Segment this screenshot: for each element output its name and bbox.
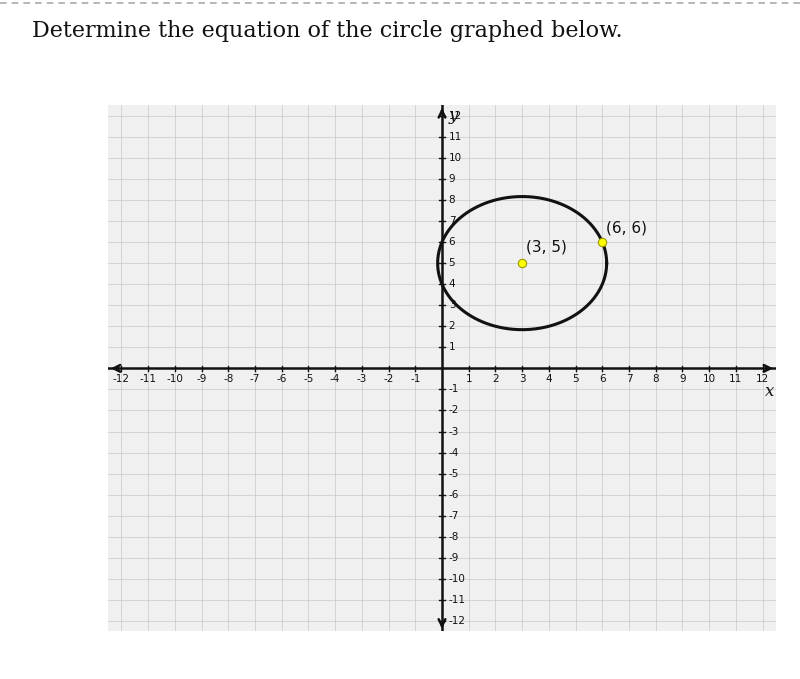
Text: 4: 4 <box>546 373 552 384</box>
Text: -4: -4 <box>330 373 340 384</box>
Text: x: x <box>766 383 774 400</box>
Text: -7: -7 <box>250 373 260 384</box>
Text: -11: -11 <box>449 595 466 605</box>
Text: -12: -12 <box>113 373 130 384</box>
Text: 2: 2 <box>449 321 455 331</box>
Text: 12: 12 <box>449 111 462 121</box>
Text: 6: 6 <box>449 237 455 247</box>
Text: -3: -3 <box>357 373 367 384</box>
Text: -1: -1 <box>410 373 421 384</box>
Text: -7: -7 <box>449 511 459 521</box>
Text: -3: -3 <box>449 426 459 437</box>
Text: 5: 5 <box>572 373 579 384</box>
Text: -12: -12 <box>449 616 466 626</box>
Text: -5: -5 <box>449 469 459 479</box>
Text: 10: 10 <box>449 153 462 163</box>
Text: 10: 10 <box>702 373 716 384</box>
Text: 7: 7 <box>449 216 455 226</box>
Text: 11: 11 <box>730 373 742 384</box>
Text: -10: -10 <box>449 574 466 584</box>
Text: -9: -9 <box>196 373 206 384</box>
Text: (3, 5): (3, 5) <box>526 240 567 255</box>
Text: 3: 3 <box>519 373 526 384</box>
Text: 9: 9 <box>449 174 455 184</box>
Text: -9: -9 <box>449 553 459 563</box>
Text: -2: -2 <box>449 405 459 416</box>
Text: -1: -1 <box>449 384 459 394</box>
Text: 8: 8 <box>449 195 455 205</box>
Text: 11: 11 <box>449 132 462 142</box>
Text: -8: -8 <box>223 373 234 384</box>
Text: Determine the equation of the circle graphed below.: Determine the equation of the circle gra… <box>32 20 622 42</box>
Text: -6: -6 <box>277 373 287 384</box>
Text: 7: 7 <box>626 373 632 384</box>
Text: 1: 1 <box>466 373 472 384</box>
Text: -5: -5 <box>303 373 314 384</box>
Text: -2: -2 <box>383 373 394 384</box>
Text: 9: 9 <box>679 373 686 384</box>
Text: 8: 8 <box>653 373 659 384</box>
Text: -4: -4 <box>449 447 459 458</box>
Text: 5: 5 <box>449 258 455 268</box>
Text: 3: 3 <box>449 300 455 310</box>
Text: 4: 4 <box>449 279 455 289</box>
Text: y: y <box>449 107 458 124</box>
Text: -10: -10 <box>166 373 183 384</box>
Text: 1: 1 <box>449 342 455 352</box>
Text: 12: 12 <box>756 373 770 384</box>
Text: -11: -11 <box>139 373 157 384</box>
Text: -6: -6 <box>449 490 459 500</box>
Text: 6: 6 <box>599 373 606 384</box>
Text: -8: -8 <box>449 532 459 542</box>
Text: (6, 6): (6, 6) <box>606 221 647 236</box>
Text: 2: 2 <box>492 373 498 384</box>
